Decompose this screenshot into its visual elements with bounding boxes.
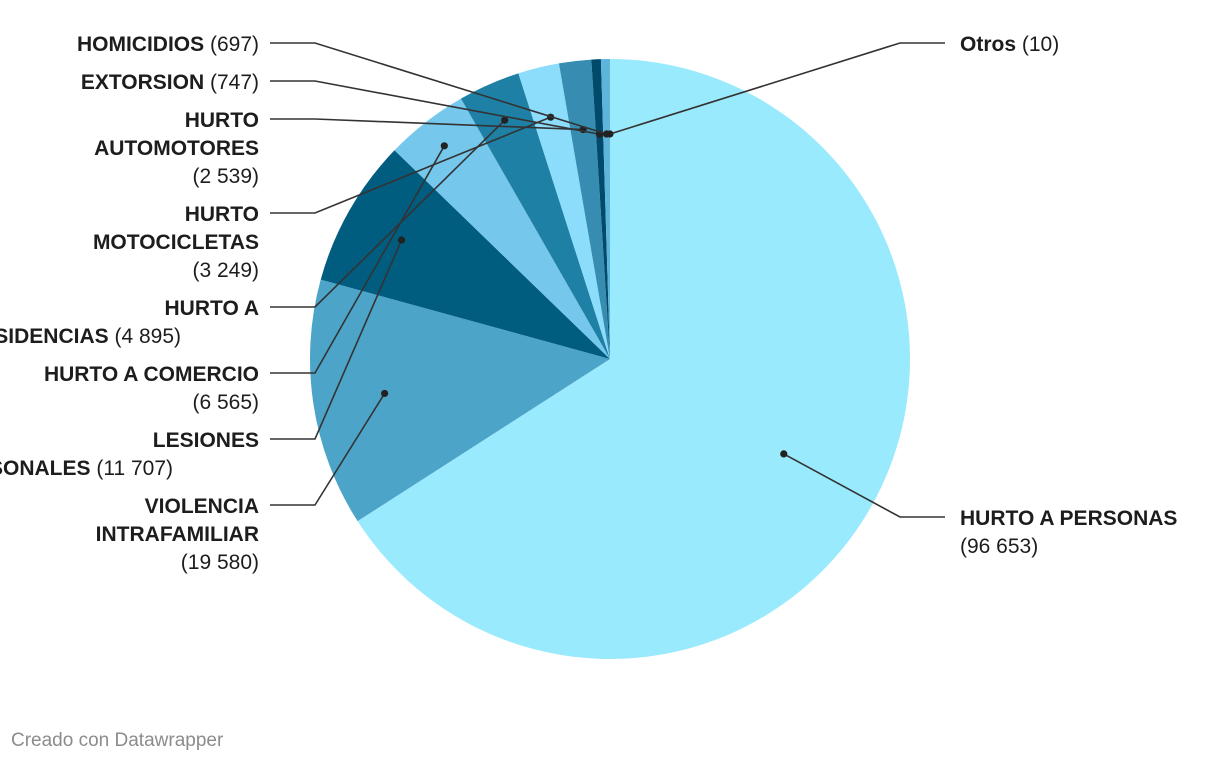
label-hurto-a-residencias: HURTO ARESIDENCIAS (4 895) [0,297,259,348]
label-hurto-a-personas: HURTO A PERSONAS (96 653) [960,507,1177,558]
label-hurto-motocicletas: HURTO MOTOCICLETAS (3 249) [93,203,259,282]
slice-labels: HOMICIDIOS (697) EXTORSION (747) HURTO AU… [0,33,1177,574]
leader-homicidios [270,42,607,135]
slice-value: (11 707) [91,457,174,480]
slice-hurto-automotores [558,59,610,359]
slice-lesiones-personales [320,150,610,359]
leader-otros [609,42,945,135]
leader-dot-hurto-a-residencias [501,116,509,124]
slice-violencia-intrafamiliar [310,279,610,522]
leader-dot-hurto-a-comercio [440,142,448,150]
leader-dot-hurto-a-personas [780,450,788,458]
leader-hurto-motocicletas [270,116,551,214]
leader-violencia-intrafamiliar [270,393,386,506]
leader-extorsion [270,80,600,136]
slice-value: (6 565) [192,391,259,414]
slice-value: (3 249) [192,259,259,282]
slice-value: (697) [204,33,259,56]
slice-hurto-a-comercio [394,98,610,359]
leader-dot-violencia-intrafamiliar [381,389,389,398]
label-extorsion: EXTORSION (747) [81,71,259,94]
slice-value: (747) [204,71,259,94]
credit-text: Creado con Datawrapper [11,730,224,751]
leader-hurto-a-residencias [270,119,506,308]
slice-hurto-a-residencias [460,73,610,360]
slice-value: (2 539) [192,165,259,188]
slice-value: (19 580) [181,551,259,574]
label-hurto-a-comercio: HURTO A COMERCIO (6 565) [44,363,259,414]
label-hurto-automotores: HURTO AUTOMOTORES (2 539) [94,109,259,188]
label-homicidios: HOMICIDIOS (697) [77,33,259,56]
label-violencia-intrafamiliar: VIOLENCIA INTRAFAMILIAR (19 580) [96,495,259,574]
leader-lines [270,42,945,518]
leader-hurto-a-personas [783,453,945,518]
slice-value: (10) [1016,33,1059,56]
slice-hurto-motocicletas [518,63,610,359]
leader-hurto-automotores [270,118,584,131]
pie-slices [310,59,910,660]
slice-hurto-a-personas [357,59,910,660]
slice-value: (96 653) [960,535,1038,558]
slice-value: (4 895) [109,325,181,348]
leader-dot-lesiones-personales [397,236,406,244]
label-lesiones-personales: LESIONESPERSONALES (11 707) [0,429,259,480]
label-otros: Otros (10) [960,33,1059,56]
leader-dot-otros [606,130,614,138]
leader-lesiones-personales [270,239,403,440]
